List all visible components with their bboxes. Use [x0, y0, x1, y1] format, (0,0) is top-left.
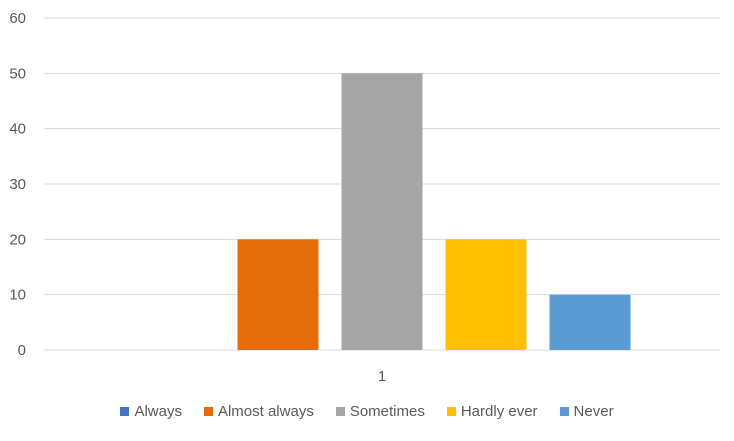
legend-swatch: [559, 407, 569, 416]
legend-label: Always: [134, 403, 182, 420]
y-tick-label: 50: [9, 65, 26, 82]
legend-label: Never: [573, 403, 614, 420]
bar-hardly-ever: [445, 239, 527, 350]
bar-almost-always: [237, 239, 319, 350]
legend-swatch: [120, 407, 130, 416]
legend: Always Almost always Sometimes Hardly ever N…: [0, 403, 734, 420]
y-tick-label: 60: [9, 10, 26, 27]
x-tick-label: 1: [378, 368, 386, 385]
legend-label: Hardly ever: [460, 403, 538, 420]
legend-item: Sometimes: [335, 403, 425, 420]
bar-never: [549, 294, 631, 350]
legend-swatch: [203, 407, 213, 416]
bar-sometimes: [341, 73, 423, 350]
legend-item: Always: [120, 403, 182, 420]
legend-item: Never: [559, 403, 614, 420]
legend-item: Hardly ever: [446, 403, 538, 420]
y-tick-label: 0: [18, 342, 26, 359]
legend-label: Almost always: [217, 403, 314, 420]
legend-label: Sometimes: [349, 403, 425, 420]
y-tick-label: 10: [9, 287, 26, 304]
legend-swatch: [446, 407, 456, 416]
legend-swatch: [335, 407, 345, 416]
legend-item: Almost always: [203, 403, 314, 420]
y-tick-label: 40: [9, 121, 26, 138]
y-tick-label: 20: [9, 231, 26, 248]
y-tick-label: 30: [9, 176, 26, 193]
